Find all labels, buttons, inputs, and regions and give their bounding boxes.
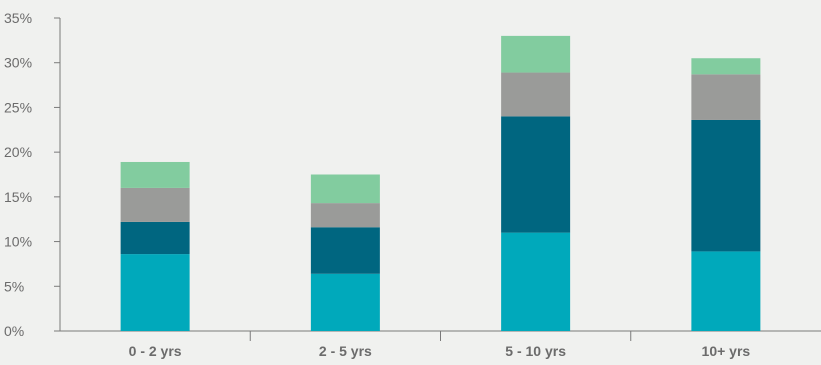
y-tick-label: 30% (4, 55, 32, 71)
bar-segment-series-4 (310, 174, 380, 204)
bar-segment-series-2 (501, 116, 571, 233)
bar-segment-series-1 (120, 254, 190, 331)
x-category-label: 10+ yrs (702, 343, 751, 359)
y-tick-label: 35% (4, 10, 32, 26)
y-tick-label: 5% (4, 278, 24, 294)
y-axis: 0% 5% 10% 15% 20% 25% 30% 35% (4, 10, 61, 339)
bar-segment-series-1 (691, 251, 761, 331)
bar-segment-series-4 (691, 58, 761, 75)
bar-stacks (120, 35, 761, 331)
bar-segment-series-2 (120, 221, 190, 255)
bar-segment-series-2 (691, 119, 761, 252)
bar-segment-series-2 (310, 227, 380, 274)
bar-segment-series-3 (501, 72, 571, 117)
y-tick-label: 25% (4, 99, 32, 115)
bar-segment-series-4 (120, 161, 190, 188)
bar-segment-series-3 (691, 74, 761, 120)
bar-segment-series-3 (310, 203, 380, 228)
bar-segment-series-4 (501, 35, 571, 73)
bar-segment-series-1 (310, 273, 380, 331)
x-category-label: 5 - 10 yrs (505, 343, 566, 359)
x-axis: 0 - 2 yrs 2 - 5 yrs 5 - 10 yrs 10+ yrs (60, 330, 821, 359)
bar-segment-series-3 (120, 187, 190, 222)
y-tick-label: 20% (4, 144, 32, 160)
x-category-label: 2 - 5 yrs (319, 343, 372, 359)
y-tick-label: 15% (4, 189, 32, 205)
y-tick-label: 10% (4, 234, 32, 250)
bar-segment-series-1 (501, 232, 571, 331)
x-category-label: 0 - 2 yrs (129, 343, 182, 359)
y-tick-label: 0% (4, 323, 24, 339)
